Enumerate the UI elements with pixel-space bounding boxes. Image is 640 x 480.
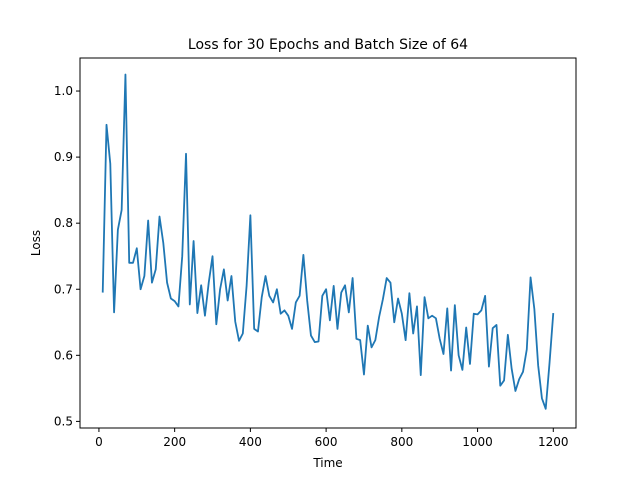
y-tick-label: 0.7 bbox=[54, 282, 73, 296]
x-tick-label: 200 bbox=[163, 435, 186, 449]
x-tick-label: 1200 bbox=[538, 435, 569, 449]
plot-frame bbox=[79, 57, 577, 429]
x-tick-label: 800 bbox=[390, 435, 413, 449]
y-tick-label: 0.8 bbox=[54, 216, 73, 230]
y-tick-label: 1.0 bbox=[54, 84, 73, 98]
loss-series-line bbox=[101, 73, 555, 410]
x-tick-label: 400 bbox=[239, 435, 262, 449]
x-axis-label: Time bbox=[312, 456, 342, 470]
y-tick-label: 0.5 bbox=[54, 414, 73, 428]
chart-title: Loss for 30 Epochs and Batch Size of 64 bbox=[188, 37, 468, 53]
x-tick-label: 600 bbox=[315, 435, 338, 449]
y-axis-label: Loss bbox=[29, 230, 43, 256]
y-tick-label: 0.6 bbox=[54, 348, 73, 362]
x-tick-label: 0 bbox=[95, 435, 103, 449]
y-tick-label: 0.9 bbox=[54, 150, 73, 164]
x-tick-label: 1000 bbox=[462, 435, 493, 449]
